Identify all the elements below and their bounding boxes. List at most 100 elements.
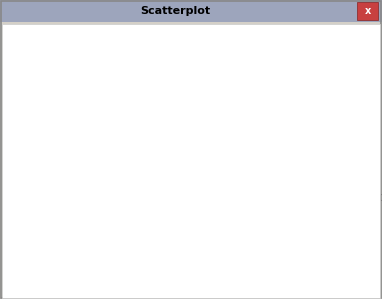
Point	[68, 167, 74, 172]
Point	[59, 178, 65, 182]
Point	[123, 152, 129, 157]
Point	[41, 175, 47, 179]
Point	[42, 183, 48, 188]
Point	[233, 151, 239, 156]
Point	[153, 157, 159, 162]
Point	[58, 181, 64, 186]
Point	[223, 160, 229, 164]
Point	[290, 171, 296, 176]
Point	[41, 183, 47, 187]
Point	[207, 132, 214, 137]
FancyBboxPatch shape	[357, 2, 378, 20]
Point	[74, 187, 80, 192]
Point	[81, 172, 87, 176]
Point	[86, 187, 92, 192]
Point	[95, 185, 101, 190]
Point	[41, 182, 47, 187]
Point	[108, 178, 114, 183]
Point	[99, 155, 105, 160]
Point	[362, 98, 368, 103]
Point	[159, 147, 165, 152]
Point	[41, 176, 47, 180]
Point	[88, 172, 94, 176]
Point	[39, 186, 45, 191]
Point	[40, 181, 47, 186]
Point	[41, 179, 47, 184]
Point	[135, 172, 141, 176]
Point	[89, 169, 95, 174]
Point	[270, 174, 276, 179]
Point	[109, 136, 115, 141]
Point	[44, 177, 50, 181]
Point	[42, 181, 48, 186]
Point	[129, 155, 135, 160]
Point	[310, 170, 316, 175]
Point	[152, 187, 158, 192]
Point	[56, 175, 62, 180]
Point	[84, 180, 90, 185]
Point	[47, 177, 53, 182]
Point	[71, 168, 77, 173]
Point	[134, 148, 141, 153]
Point	[78, 175, 84, 180]
Point	[337, 149, 343, 153]
Point	[100, 174, 107, 179]
Point	[88, 165, 94, 170]
Point	[39, 184, 45, 188]
Point	[40, 184, 46, 188]
Point	[55, 187, 61, 192]
Point	[245, 162, 251, 167]
Point	[133, 146, 139, 150]
Point	[133, 119, 139, 124]
Point	[342, 156, 348, 161]
Point	[45, 184, 51, 188]
Point	[44, 185, 50, 190]
Point	[86, 173, 92, 177]
Point	[91, 167, 97, 172]
Point	[42, 174, 48, 179]
Point	[151, 187, 157, 192]
Point	[68, 174, 74, 179]
Point	[286, 79, 292, 83]
Point	[39, 187, 45, 191]
Point	[51, 178, 57, 183]
Point	[348, 88, 354, 92]
Point	[94, 182, 100, 187]
Point	[86, 177, 92, 182]
Point	[159, 158, 165, 163]
Point	[53, 186, 59, 191]
Point	[52, 174, 58, 179]
Point	[348, 133, 354, 138]
Point	[54, 180, 60, 185]
Point	[235, 178, 241, 182]
Point	[75, 162, 81, 167]
Point	[330, 159, 336, 164]
Point	[147, 126, 153, 130]
Point	[293, 71, 299, 76]
Point	[42, 187, 48, 191]
Point	[75, 176, 81, 181]
Point	[115, 187, 121, 191]
Point	[91, 168, 97, 173]
Point	[79, 173, 85, 178]
Point	[129, 169, 135, 174]
FancyBboxPatch shape	[5, 200, 376, 244]
Point	[141, 176, 147, 180]
Point	[131, 172, 137, 177]
Point	[155, 154, 161, 159]
Point	[116, 134, 122, 139]
Point	[108, 150, 114, 155]
Point	[59, 161, 65, 166]
Point	[212, 131, 218, 136]
Point	[56, 187, 62, 192]
Point	[46, 181, 52, 185]
Point	[105, 187, 111, 192]
Point	[158, 181, 164, 186]
Point	[94, 174, 100, 179]
Point	[87, 159, 93, 164]
Point	[43, 185, 49, 190]
Point	[115, 169, 121, 174]
Point	[81, 172, 87, 176]
Point	[195, 148, 201, 153]
Point	[44, 187, 50, 192]
